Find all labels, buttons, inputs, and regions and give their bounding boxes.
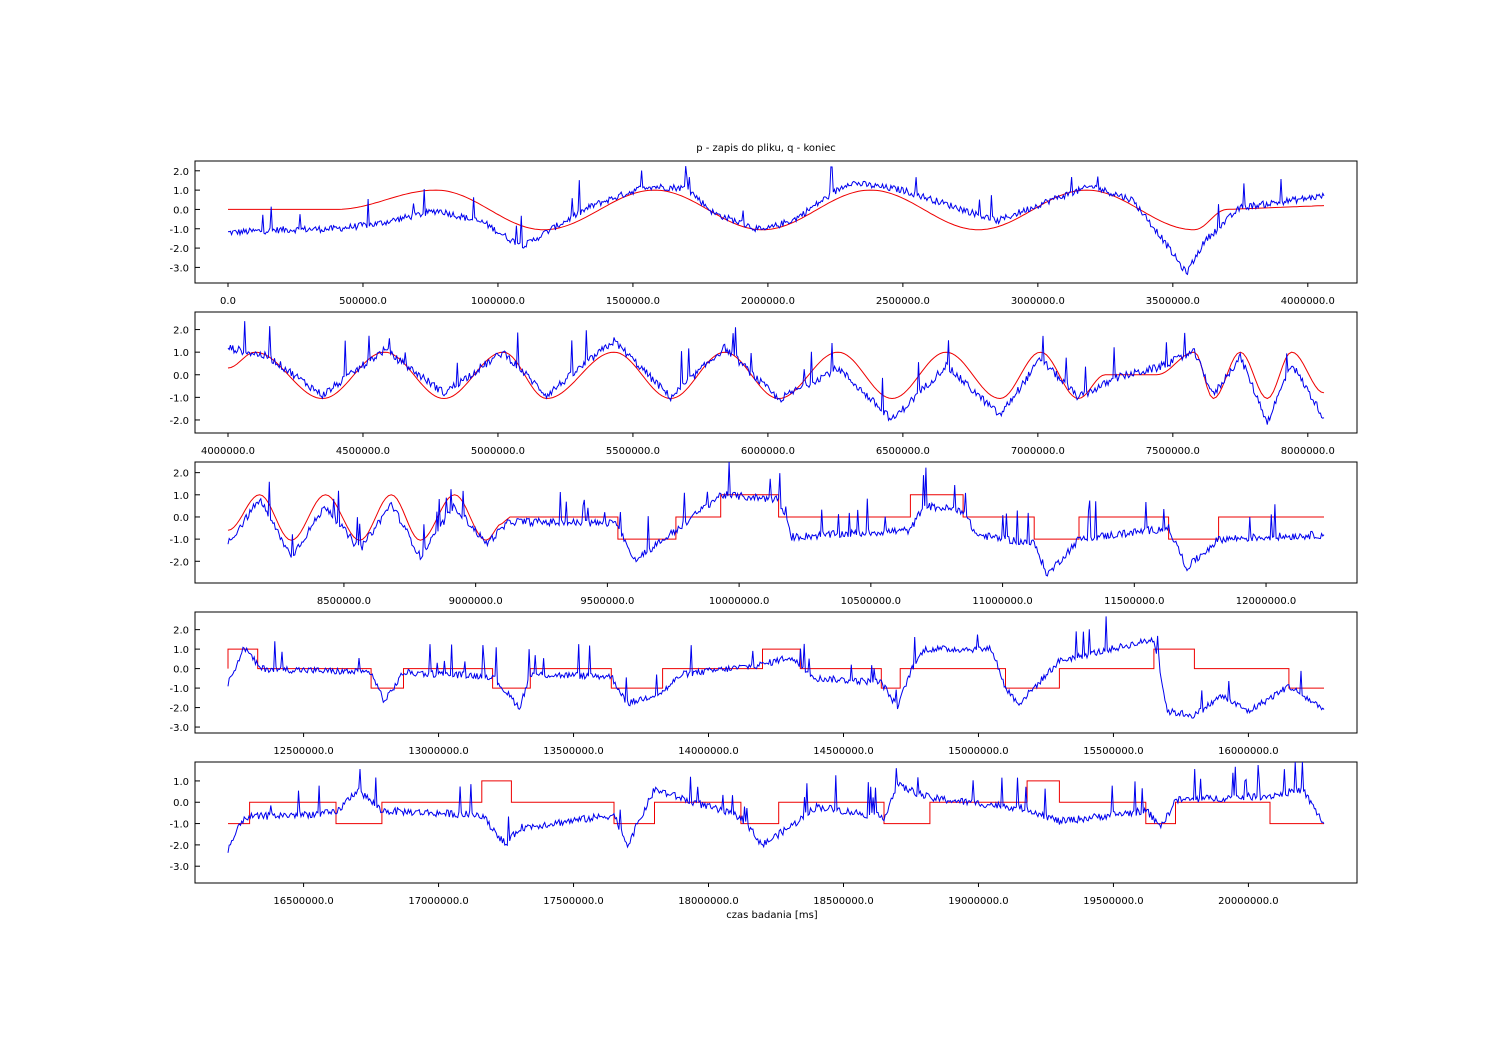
x-tick-label: 1000000.0 xyxy=(471,296,525,307)
y-tick-label: 0.0 xyxy=(173,205,189,216)
x-tick-label: 500000.0 xyxy=(339,296,387,307)
y-tick-label: 1.0 xyxy=(173,348,189,359)
x-tick-label: 10000000.0 xyxy=(709,596,769,607)
x-tick-label: 0.0 xyxy=(220,296,236,307)
y-tick-label: 1.0 xyxy=(173,777,189,788)
measured-series-line xyxy=(227,461,1325,577)
reference-series-line xyxy=(228,780,1324,825)
x-tick-label: 11500000.0 xyxy=(1104,596,1164,607)
y-tick-label: 0.0 xyxy=(173,798,189,809)
y-tick-label: 2.0 xyxy=(173,167,189,178)
y-tick-label: -3.0 xyxy=(169,263,189,274)
x-tick-label: 8000000.0 xyxy=(1281,446,1335,457)
y-tick-label: 0.0 xyxy=(173,371,189,382)
x-tick-label: 18500000.0 xyxy=(813,896,873,907)
y-tick-label: 1.0 xyxy=(173,186,189,197)
panels-container: 2.0 1.0 0.0 -1.0 -2.0 -3.0 0.0 500000.0 1000000.… xyxy=(169,160,1358,907)
x-tick-label: 13500000.0 xyxy=(543,746,603,757)
y-tick-label: 1.0 xyxy=(173,491,189,502)
y-tick-label: -1.0 xyxy=(169,820,189,831)
x-tick-label: 4000000.0 xyxy=(1281,296,1335,307)
x-tick-label: 17000000.0 xyxy=(408,896,468,907)
x-tick-label: 10500000.0 xyxy=(841,596,901,607)
x-tick-label: 5000000.0 xyxy=(471,446,525,457)
y-tick-label: -1.0 xyxy=(169,684,189,695)
x-tick-label: 6000000.0 xyxy=(741,446,795,457)
y-tick-label: -2.0 xyxy=(169,841,189,852)
x-tick-label: 9500000.0 xyxy=(580,596,634,607)
y-tick-label: -1.0 xyxy=(169,393,189,404)
x-tick-label: 3500000.0 xyxy=(1146,296,1200,307)
y-tick-label: -2.0 xyxy=(169,244,189,255)
y-tick-label: -2.0 xyxy=(169,416,189,427)
y-tick-label: 0.0 xyxy=(173,665,189,676)
x-tick-label: 14500000.0 xyxy=(813,746,873,757)
y-tick-label: 0.0 xyxy=(173,513,189,524)
x-tick-label: 5500000.0 xyxy=(606,446,660,457)
x-tick-label: 3000000.0 xyxy=(1011,296,1065,307)
reference-series-line xyxy=(227,351,1325,400)
x-tick-label: 14000000.0 xyxy=(678,746,738,757)
y-tick-label: -2.0 xyxy=(169,704,189,715)
plot-frame xyxy=(194,761,1358,884)
x-tick-label: 2500000.0 xyxy=(876,296,930,307)
measured-series-line xyxy=(227,321,1325,425)
x-tick-label: 9000000.0 xyxy=(449,596,503,607)
x-tick-label: 1500000.0 xyxy=(606,296,660,307)
plot-frame xyxy=(194,611,1358,734)
plot-frame xyxy=(194,160,1358,284)
plot-frame xyxy=(194,461,1358,584)
x-tick-label: 20000000.0 xyxy=(1218,896,1278,907)
y-tick-label: 2.0 xyxy=(173,469,189,480)
plot-frame xyxy=(194,311,1358,434)
y-tick-label: -3.0 xyxy=(169,862,189,873)
y-tick-label: -1.0 xyxy=(169,225,189,236)
x-tick-label: 15000000.0 xyxy=(948,746,1008,757)
x-tick-label: 4000000.0 xyxy=(201,446,255,457)
panel-1: 2.0 1.0 0.0 -1.0 -2.0 -3.0 0.0 500000.0 1000000.… xyxy=(169,160,1358,307)
y-tick-label: -1.0 xyxy=(169,535,189,546)
x-tick-label: 19000000.0 xyxy=(948,896,1008,907)
y-tick-label: 2.0 xyxy=(173,626,189,637)
x-tick-label: 18000000.0 xyxy=(678,896,738,907)
x-tick-label: 7500000.0 xyxy=(1146,446,1200,457)
measured-series-line xyxy=(227,166,1325,276)
x-tick-label: 11000000.0 xyxy=(972,596,1032,607)
measured-series-line xyxy=(227,761,1325,853)
reference-series-line xyxy=(227,648,1324,689)
x-axis-label: czas badania [ms] xyxy=(726,910,817,921)
x-tick-label: 16000000.0 xyxy=(1218,746,1278,757)
x-tick-label: 12000000.0 xyxy=(1236,596,1296,607)
panel-3: 2.0 1.0 0.0 -1.0 -2.0 8500000.0 9000000.0 95000… xyxy=(169,461,1358,607)
x-tick-label: 12500000.0 xyxy=(273,746,333,757)
y-tick-label: -3.0 xyxy=(169,723,189,734)
y-tick-label: 2.0 xyxy=(173,326,189,337)
reference-series-line xyxy=(227,494,1324,541)
x-tick-label: 15500000.0 xyxy=(1083,746,1143,757)
x-tick-label: 4500000.0 xyxy=(336,446,390,457)
x-tick-label: 2000000.0 xyxy=(741,296,795,307)
x-tick-label: 19500000.0 xyxy=(1083,896,1143,907)
chart-title: p - zapis do pliku, q - koniec xyxy=(696,143,836,154)
x-tick-label: 17500000.0 xyxy=(543,896,603,907)
x-tick-label: 16500000.0 xyxy=(273,896,333,907)
x-tick-label: 6500000.0 xyxy=(876,446,930,457)
panel-4: 2.0 1.0 0.0 -1.0 -2.0 -3.0 12500000.0 13000000.… xyxy=(169,611,1358,757)
panel-2: 2.0 1.0 0.0 -1.0 -2.0 4000000.0 4500000.0 50000… xyxy=(169,311,1358,457)
x-tick-label: 13000000.0 xyxy=(408,746,468,757)
x-tick-label: 8500000.0 xyxy=(317,596,371,607)
y-tick-label: 1.0 xyxy=(173,645,189,656)
x-tick-label: 7000000.0 xyxy=(1011,446,1065,457)
y-tick-label: -2.0 xyxy=(169,557,189,568)
panel-5: 1.0 0.0 -1.0 -2.0 -3.0 16500000.0 17000000.0 17… xyxy=(169,761,1358,907)
measured-series-line xyxy=(227,616,1325,719)
